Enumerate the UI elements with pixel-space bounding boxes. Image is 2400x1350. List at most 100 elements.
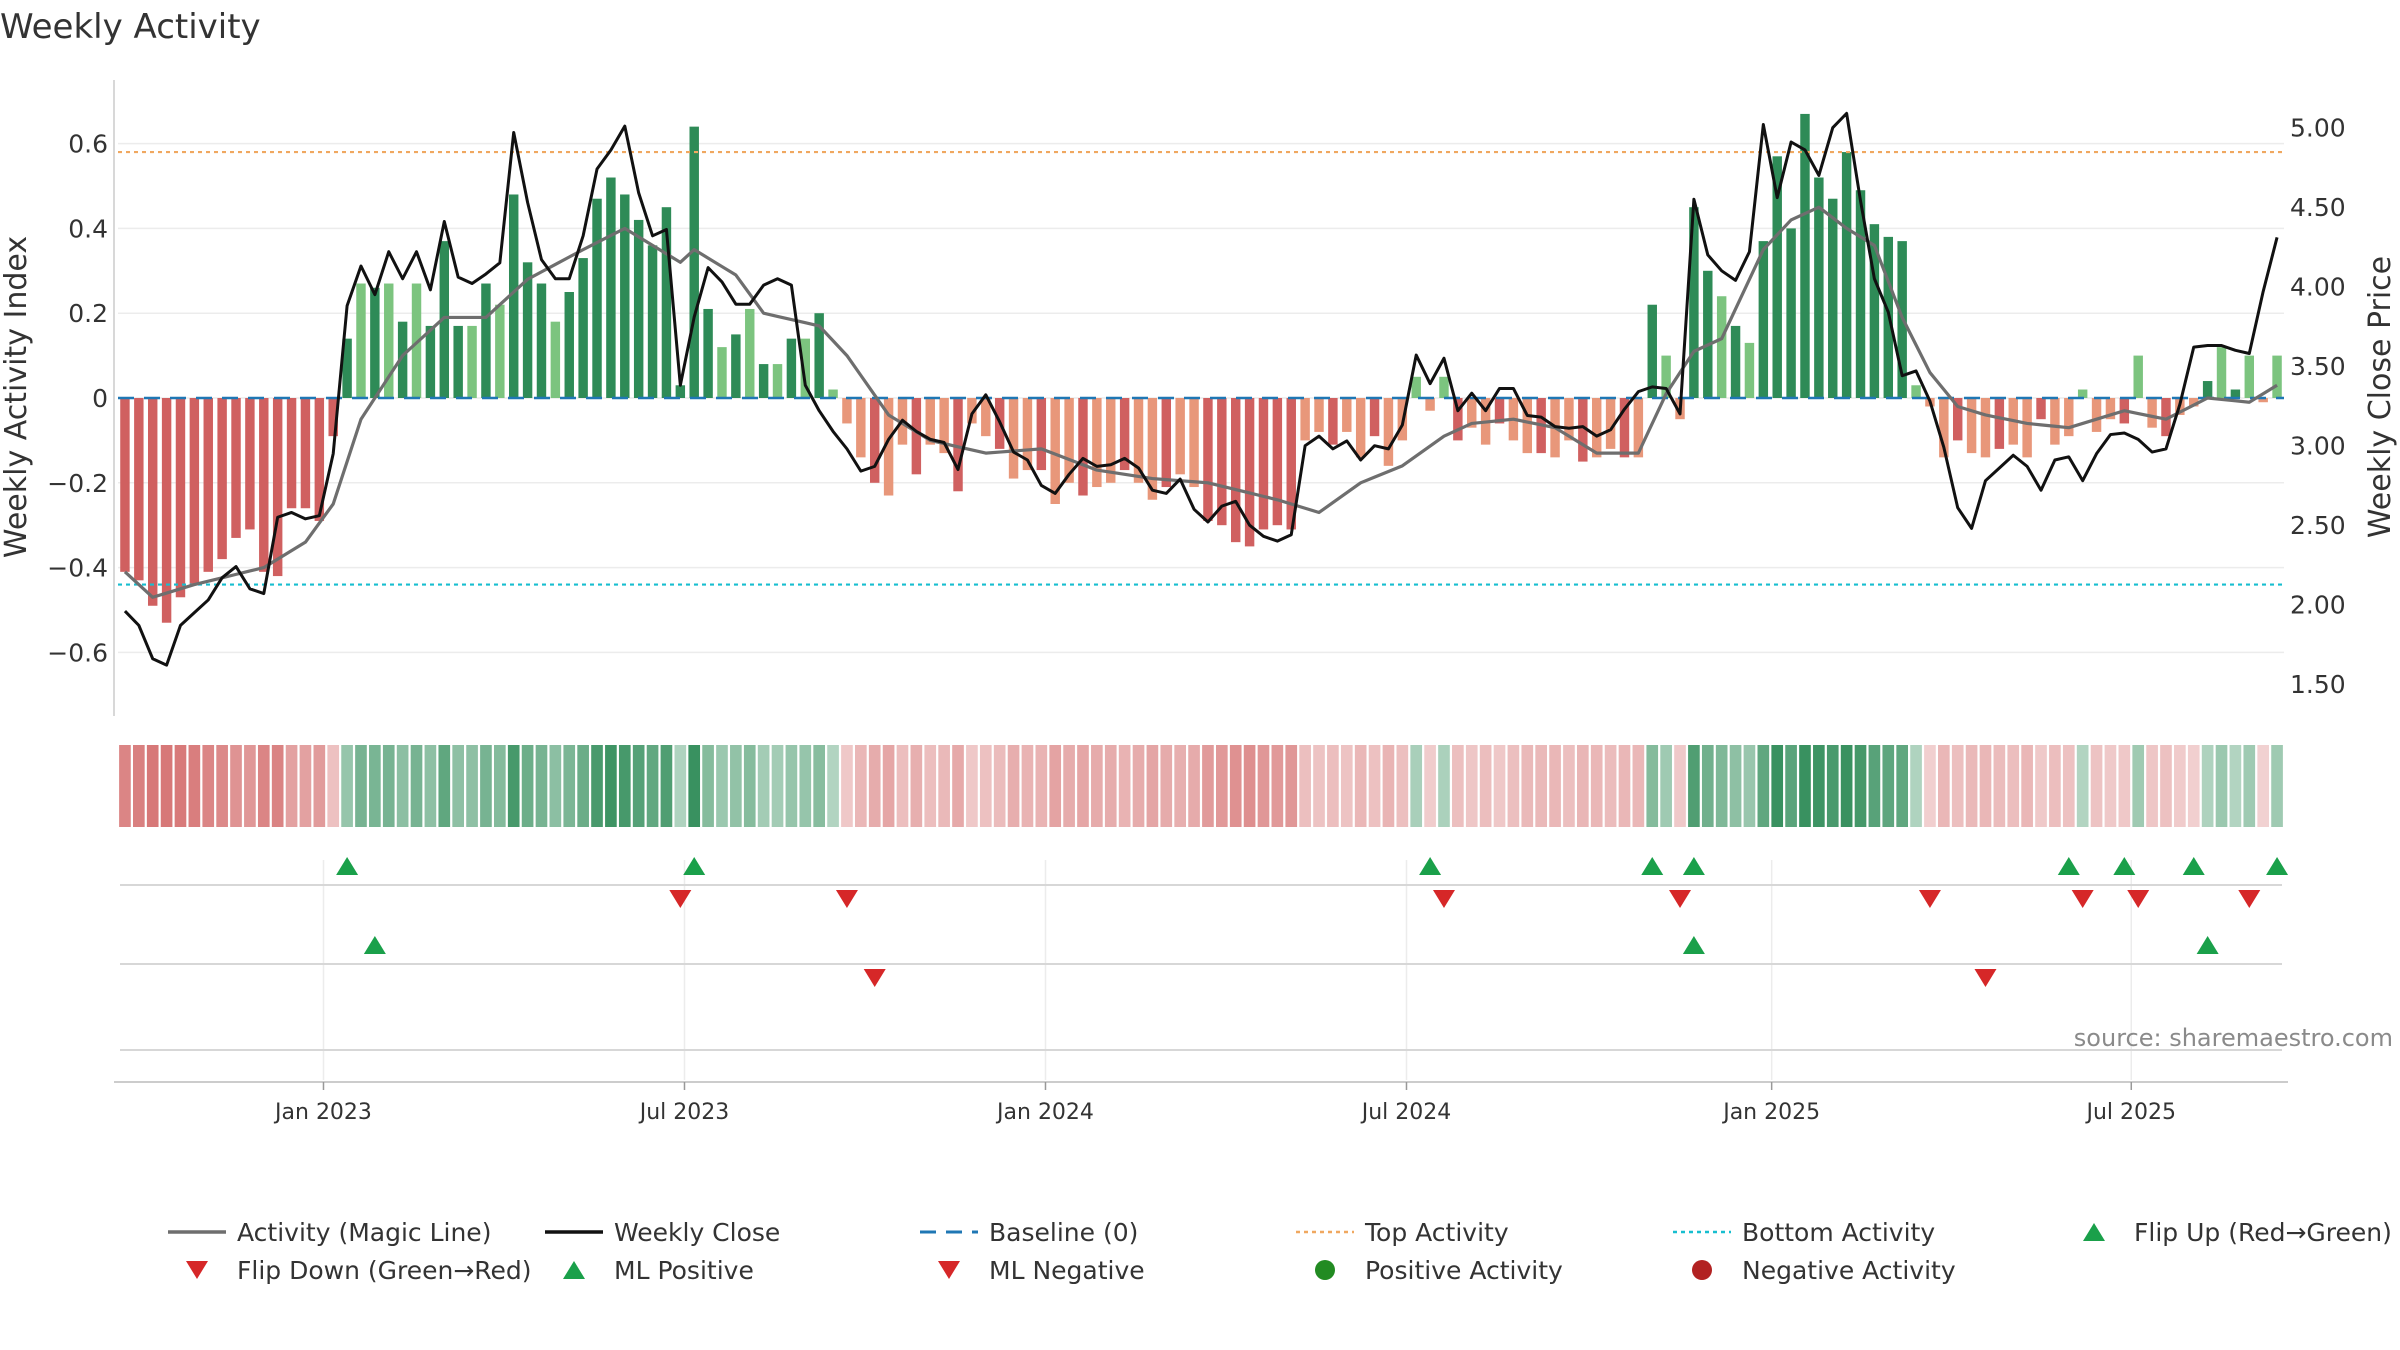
activity-bar bbox=[564, 292, 574, 398]
signal-markers bbox=[120, 857, 2289, 1051]
heat-cell bbox=[2146, 745, 2158, 827]
heat-cell bbox=[577, 745, 589, 827]
heat-cell bbox=[355, 745, 367, 827]
y-axis-label-left: Weekly Activity Index bbox=[0, 236, 34, 558]
activity-bar bbox=[1300, 398, 1310, 441]
activity-bar bbox=[2022, 398, 2032, 458]
heat-cell bbox=[952, 745, 964, 827]
y-axis-label-right: Weekly Close Price bbox=[2363, 256, 2398, 538]
flip-down-marker bbox=[669, 890, 692, 908]
flip-down-marker bbox=[835, 890, 858, 908]
heat-cell bbox=[1479, 745, 1492, 827]
activity-bar bbox=[1619, 398, 1630, 458]
weekly-close-line bbox=[123, 111, 2279, 667]
heat-cell bbox=[299, 745, 312, 827]
activity-bar bbox=[842, 398, 852, 424]
activity-bar bbox=[925, 398, 935, 445]
legend-marker-negative-circle bbox=[1692, 1260, 1712, 1280]
heat-cell bbox=[1091, 745, 1103, 827]
activity-bar bbox=[703, 308, 713, 398]
legend-label: ML Negative bbox=[989, 1256, 1145, 1285]
y-tick-label-left: −0.4 bbox=[47, 554, 108, 583]
flip-up-marker bbox=[2113, 857, 2136, 875]
heat-cell bbox=[1035, 745, 1048, 827]
heat-cell bbox=[1896, 745, 1908, 827]
heat-cell bbox=[2229, 745, 2242, 827]
heat-cell bbox=[1854, 745, 1867, 827]
heat-cell bbox=[1313, 745, 1325, 827]
activity-bar bbox=[467, 325, 477, 398]
heat-cell bbox=[1438, 745, 1450, 827]
legend-marker-triangle-up bbox=[2083, 1223, 2105, 1241]
heat-cell bbox=[1868, 745, 1881, 827]
heat-cell bbox=[1146, 745, 1159, 827]
activity-bar bbox=[1494, 398, 1505, 424]
activity-bar bbox=[856, 398, 866, 458]
activity-bar bbox=[1092, 398, 1102, 488]
heat-cell bbox=[591, 745, 603, 827]
heat-cell bbox=[188, 745, 201, 827]
activity-bar bbox=[967, 398, 977, 424]
activity-bar bbox=[633, 219, 644, 398]
heat-cell bbox=[1590, 745, 1603, 827]
activity-bar bbox=[425, 325, 436, 398]
activity-bar bbox=[1133, 398, 1144, 483]
heat-cell bbox=[1840, 745, 1853, 827]
flip-down-marker bbox=[2071, 890, 2094, 908]
heat-cell bbox=[563, 745, 576, 827]
flip-up-marker bbox=[1682, 857, 1705, 875]
x-tick-label: Jul 2024 bbox=[1360, 1100, 1452, 1125]
heat-cell bbox=[1688, 745, 1700, 827]
heat-cell bbox=[2049, 745, 2061, 827]
legend-marker-triangle-down bbox=[186, 1261, 208, 1279]
heat-cell bbox=[1993, 745, 2006, 827]
activity-bar bbox=[300, 398, 311, 509]
activity-bar bbox=[981, 398, 991, 437]
activity-bar bbox=[1716, 296, 1727, 398]
activity-bars bbox=[120, 113, 2282, 623]
activity-bar bbox=[1869, 224, 1880, 398]
activity-bar bbox=[453, 325, 463, 398]
flip-up-marker bbox=[1641, 857, 1664, 875]
activity-bar bbox=[259, 398, 269, 572]
activity-bar bbox=[508, 194, 519, 398]
heat-cell bbox=[1701, 745, 1714, 827]
activity-bar bbox=[758, 364, 769, 398]
activity-bar bbox=[1994, 398, 2005, 449]
heat-cell bbox=[216, 745, 228, 827]
heat-cell bbox=[660, 745, 673, 827]
heat-cell bbox=[202, 745, 215, 827]
heat-cell bbox=[1243, 745, 1256, 827]
activity-bar bbox=[620, 194, 630, 398]
heat-cell bbox=[174, 745, 187, 827]
source-label: source: sharemaestro.com bbox=[2074, 1024, 2393, 1052]
activity-bar bbox=[314, 398, 325, 521]
activity-bar bbox=[1272, 398, 1283, 526]
activity-bar bbox=[1966, 398, 1977, 454]
heat-cell bbox=[910, 745, 923, 827]
activity-bar bbox=[800, 338, 811, 398]
activity-bar bbox=[2202, 381, 2213, 398]
legend-label: Baseline (0) bbox=[989, 1218, 1138, 1247]
heat-cell bbox=[507, 745, 520, 827]
heat-cell bbox=[1521, 745, 1534, 827]
activity-bar bbox=[1342, 398, 1352, 432]
chart-title: Weekly Activity bbox=[0, 7, 261, 47]
heat-cell bbox=[2257, 745, 2269, 827]
x-tick-label: Jan 2025 bbox=[1721, 1100, 1820, 1125]
activity-bar bbox=[661, 207, 672, 398]
activity-bar bbox=[2105, 398, 2116, 420]
heat-cell bbox=[605, 745, 617, 827]
heat-cell bbox=[494, 745, 506, 827]
activity-bar bbox=[161, 398, 172, 623]
heat-cell bbox=[688, 745, 701, 827]
activity-bar bbox=[1425, 398, 1435, 411]
heat-cell bbox=[1715, 745, 1728, 827]
legend-marker-triangle-up bbox=[563, 1261, 585, 1279]
y-tick-label-right: 4.00 bbox=[2290, 273, 2346, 302]
activity-bar bbox=[120, 398, 130, 572]
heat-cell bbox=[257, 745, 270, 827]
activity-bar bbox=[2077, 389, 2088, 398]
y-tick-label-right: 5.00 bbox=[2290, 114, 2346, 143]
heat-cell bbox=[646, 745, 659, 827]
